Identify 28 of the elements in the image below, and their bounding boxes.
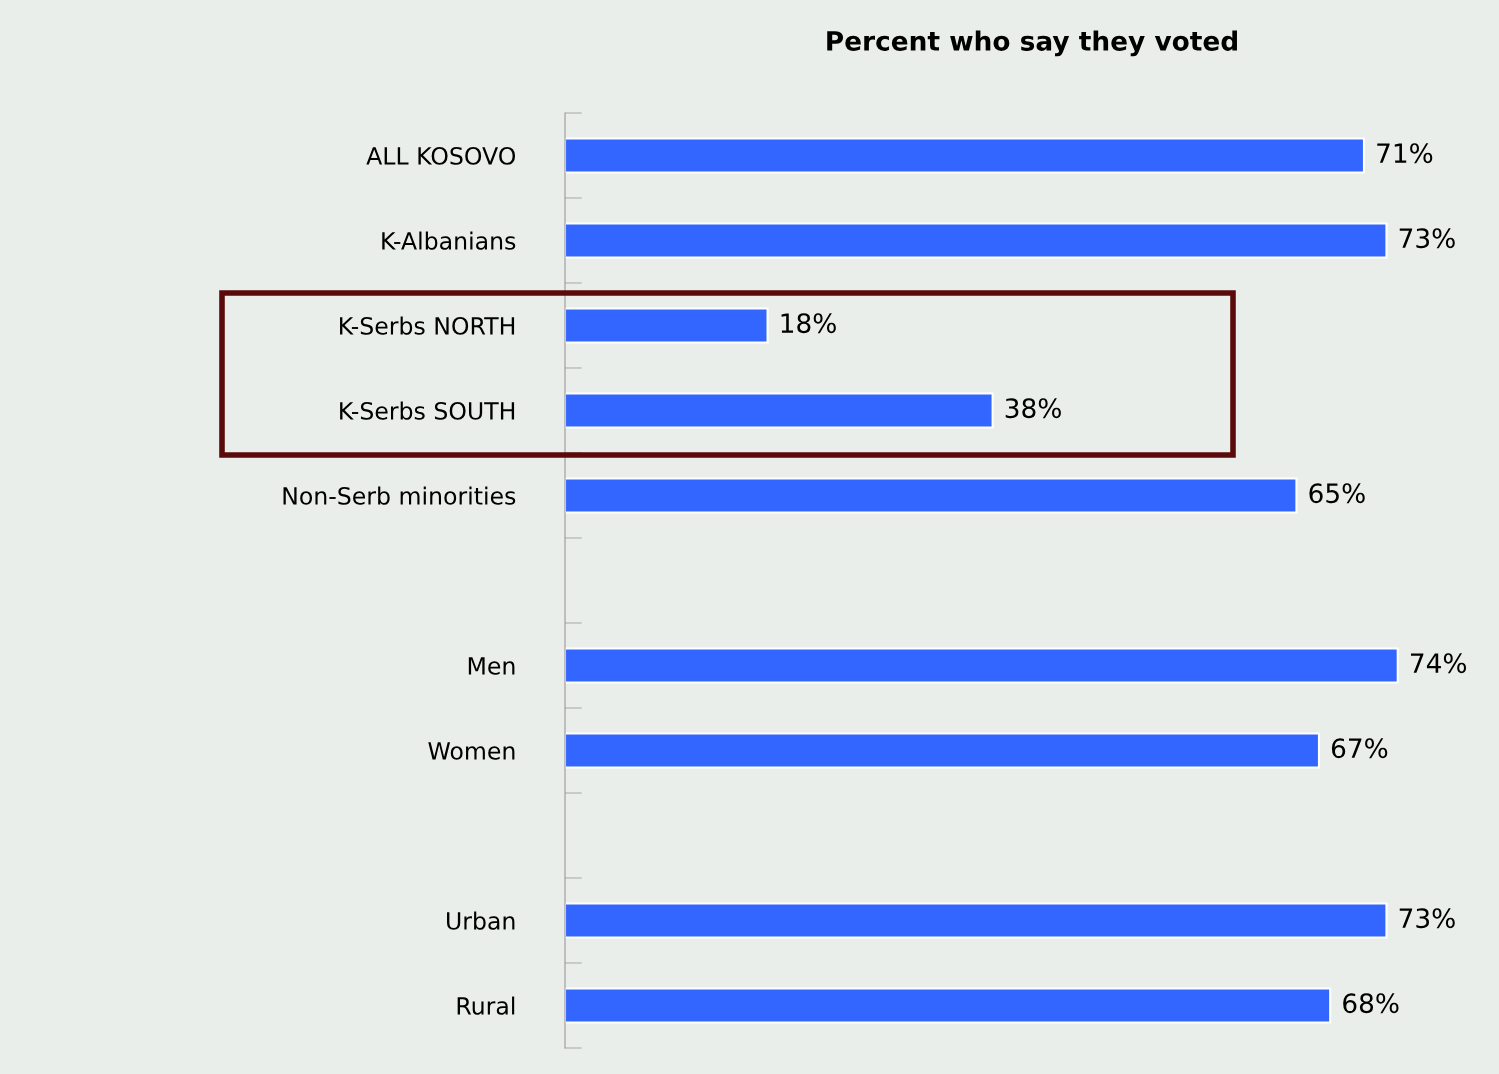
bar bbox=[565, 477, 1298, 514]
data-label: 74% bbox=[1411, 653, 1467, 674]
data-label: 67% bbox=[1331, 738, 1388, 759]
y-tick-label: Urban bbox=[447, 911, 515, 930]
data-label: 71% bbox=[1377, 143, 1433, 164]
y-tick-label: K-Serbs NORTH bbox=[340, 316, 515, 335]
bar bbox=[565, 222, 1388, 259]
bar bbox=[565, 732, 1320, 769]
bar bbox=[565, 647, 1399, 684]
y-tick-label: ALL KOSOVO bbox=[366, 146, 516, 165]
data-label: 73% bbox=[1399, 908, 1455, 929]
chart-title: Percent who say they voted bbox=[827, 30, 1237, 57]
data-label: 65% bbox=[1309, 483, 1365, 504]
bar bbox=[565, 902, 1388, 939]
bar bbox=[565, 307, 769, 344]
y-tick-label: K-Serbs SOUTH bbox=[340, 401, 515, 420]
y-tick-label: Rural bbox=[457, 996, 515, 1015]
data-label: 68% bbox=[1343, 993, 1399, 1014]
data-label: 38% bbox=[1005, 398, 1061, 419]
y-tick-label: K-Albanians bbox=[382, 231, 516, 250]
bar bbox=[565, 392, 994, 429]
bar bbox=[565, 137, 1365, 174]
data-label: 18% bbox=[781, 313, 836, 334]
y-tick-label: Non-Serb minorities bbox=[283, 486, 516, 505]
data-label: 73% bbox=[1399, 228, 1455, 249]
y-tick-label: Women bbox=[428, 742, 515, 760]
bar bbox=[565, 987, 1332, 1024]
y-tick-label: Men bbox=[468, 657, 515, 675]
